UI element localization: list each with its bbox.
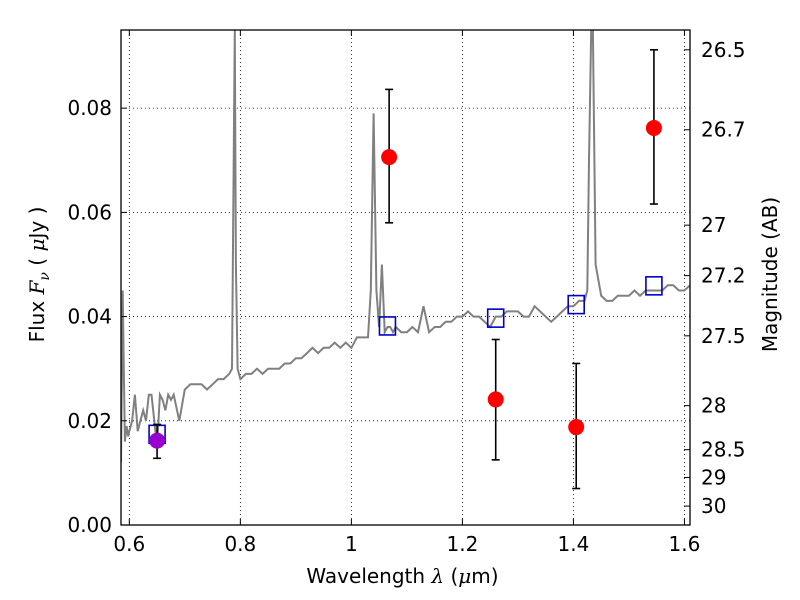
y-tick-label: 0.08 bbox=[67, 96, 112, 120]
y2-tick-label: 27 bbox=[701, 213, 726, 237]
x-tick-label: 1.2 bbox=[446, 532, 478, 556]
y-tick-label: 0.00 bbox=[67, 513, 112, 537]
x-tick-label: 0.8 bbox=[224, 532, 256, 556]
observed-flux-point bbox=[149, 432, 166, 449]
x-tick-label: 1.6 bbox=[669, 532, 701, 556]
observed-flux-point bbox=[568, 419, 585, 436]
model-photometry-square bbox=[378, 316, 397, 336]
y2-tick-label: 27.2 bbox=[701, 264, 746, 288]
x-tick-label: 1 bbox=[345, 532, 358, 556]
y2-tick-label: 27.5 bbox=[701, 324, 746, 348]
y-axis-title: Flux Fν ( μJy ) bbox=[25, 207, 53, 343]
y2-tick-label: 29 bbox=[701, 465, 726, 489]
y2-tick-label: 26.7 bbox=[701, 118, 746, 142]
model-photometry-square bbox=[645, 276, 663, 296]
model-photometry-square bbox=[567, 294, 586, 315]
model-photometry-square bbox=[486, 308, 505, 328]
spectrum-line bbox=[121, 30, 690, 463]
x-tick-label: 1.4 bbox=[558, 532, 590, 556]
observed-flux-point bbox=[381, 149, 398, 166]
observed-flux-point bbox=[487, 391, 504, 408]
y-tick-label: 0.02 bbox=[67, 409, 112, 433]
y2-tick-label: 28.5 bbox=[701, 438, 746, 462]
observed-flux-point bbox=[645, 119, 662, 136]
y2-tick-label: 28 bbox=[701, 394, 726, 418]
plot-frame bbox=[120, 29, 691, 526]
y2-tick-label: 26.5 bbox=[701, 38, 746, 62]
x-tick-label: 0.6 bbox=[113, 532, 145, 556]
y2-tick-label: 30 bbox=[701, 494, 726, 518]
y-tick-label: 0.06 bbox=[67, 200, 112, 224]
y2-axis-title: Magnitude (AB) bbox=[758, 197, 782, 352]
y-tick-label: 0.04 bbox=[67, 305, 112, 329]
x-axis-title: Wavelength λ (μm) bbox=[306, 564, 498, 588]
